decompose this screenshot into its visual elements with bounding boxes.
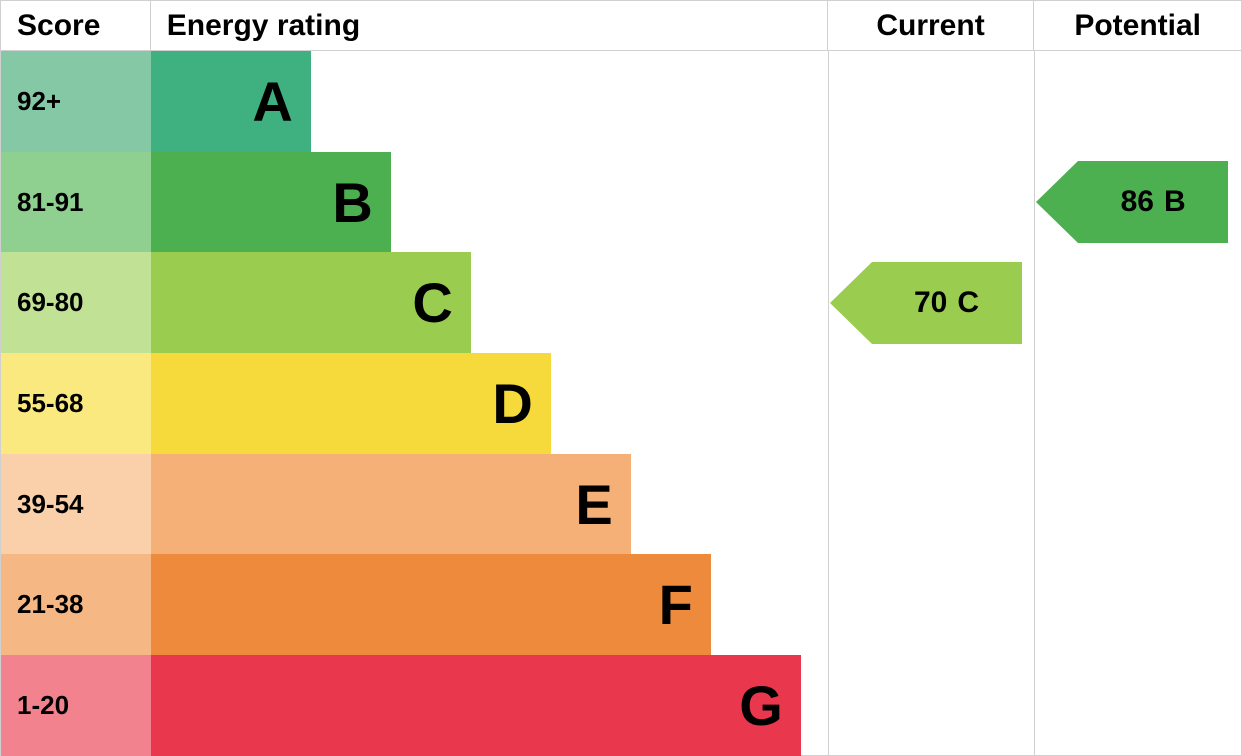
current-col xyxy=(828,454,1035,555)
rating-area: D xyxy=(151,353,828,454)
band-row-f: 21-38F xyxy=(1,554,1241,655)
band-row-c: 69-80C70C xyxy=(1,252,1241,353)
potential-col xyxy=(1034,454,1241,555)
header-rating: Energy rating xyxy=(151,1,828,50)
current-col xyxy=(828,152,1035,253)
potential-col xyxy=(1034,353,1241,454)
potential-pointer-score: 86 xyxy=(1121,185,1154,219)
score-cell-b: 81-91 xyxy=(1,152,151,253)
current-col xyxy=(828,51,1035,152)
current-col xyxy=(828,353,1035,454)
potential-col: 86 B xyxy=(1034,152,1241,253)
current-pointer: 70 C xyxy=(842,262,1022,344)
current-col xyxy=(828,554,1035,655)
header-score-label: Score xyxy=(17,9,100,43)
header-potential: Potential xyxy=(1034,1,1241,50)
header-current-label: Current xyxy=(876,9,984,43)
rating-area: B xyxy=(151,152,828,253)
band-row-a: 92+A xyxy=(1,51,1241,152)
band-row-b: 81-91B86B xyxy=(1,152,1241,253)
rating-bar-e: E xyxy=(151,454,631,555)
current-col xyxy=(828,655,1035,756)
header-row: Score Energy rating Current Potential xyxy=(1,1,1241,51)
potential-col xyxy=(1034,655,1241,756)
rating-bar-b: B xyxy=(151,152,391,253)
potential-col xyxy=(1034,554,1241,655)
header-rating-label: Energy rating xyxy=(167,9,360,43)
rating-bar-g: G xyxy=(151,655,801,756)
rating-bar-a: A xyxy=(151,51,311,152)
current-col: 70 C xyxy=(828,252,1035,353)
rating-area: F xyxy=(151,554,828,655)
chart-body: 92+A81-91B86B69-80C70C55-68D39-54E21-38F… xyxy=(1,51,1241,756)
band-row-e: 39-54E xyxy=(1,454,1241,555)
header-score: Score xyxy=(1,1,151,50)
current-pointer-letter: C xyxy=(957,286,979,320)
header-potential-label: Potential xyxy=(1074,9,1201,43)
score-cell-d: 55-68 xyxy=(1,353,151,454)
band-row-g: 1-20G xyxy=(1,655,1241,756)
rating-area: A xyxy=(151,51,828,152)
rating-bar-c: C xyxy=(151,252,471,353)
score-cell-e: 39-54 xyxy=(1,454,151,555)
rating-bar-d: D xyxy=(151,353,551,454)
header-current: Current xyxy=(828,1,1035,50)
rating-area: E xyxy=(151,454,828,555)
potential-col xyxy=(1034,51,1241,152)
energy-rating-chart: Score Energy rating Current Potential 92… xyxy=(0,0,1242,756)
potential-pointer: 86 B xyxy=(1048,161,1228,243)
score-cell-f: 21-38 xyxy=(1,554,151,655)
band-row-d: 55-68D xyxy=(1,353,1241,454)
rating-bar-f: F xyxy=(151,554,711,655)
rating-area: C xyxy=(151,252,828,353)
rating-area: G xyxy=(151,655,828,756)
potential-pointer-letter: B xyxy=(1164,185,1186,219)
current-pointer-score: 70 xyxy=(914,286,947,320)
score-cell-g: 1-20 xyxy=(1,655,151,756)
score-cell-c: 69-80 xyxy=(1,252,151,353)
score-cell-a: 92+ xyxy=(1,51,151,152)
potential-col xyxy=(1034,252,1241,353)
